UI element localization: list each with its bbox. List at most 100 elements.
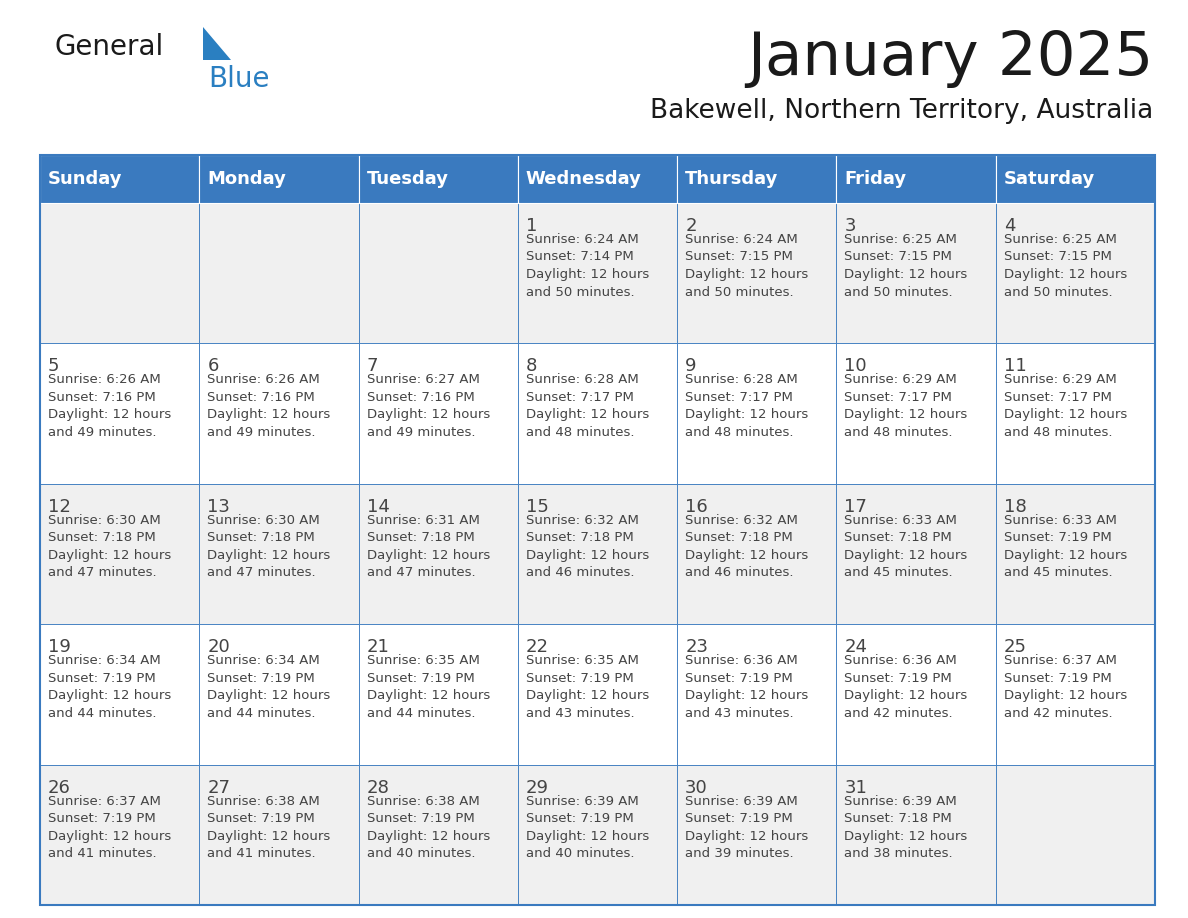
- Text: 16: 16: [685, 498, 708, 516]
- Bar: [677, 203, 836, 343]
- Text: 9: 9: [685, 357, 696, 375]
- Bar: [359, 203, 518, 343]
- Text: 2: 2: [685, 217, 696, 235]
- Bar: [996, 155, 1155, 203]
- Bar: [40, 203, 200, 343]
- Text: Blue: Blue: [208, 65, 270, 93]
- Text: Sunrise: 6:26 AM
Sunset: 7:16 PM
Daylight: 12 hours
and 49 minutes.: Sunrise: 6:26 AM Sunset: 7:16 PM Dayligh…: [48, 374, 171, 439]
- Bar: [996, 765, 1155, 905]
- Bar: [518, 203, 677, 343]
- Text: Sunrise: 6:37 AM
Sunset: 7:19 PM
Daylight: 12 hours
and 41 minutes.: Sunrise: 6:37 AM Sunset: 7:19 PM Dayligh…: [48, 795, 171, 860]
- Text: Sunrise: 6:34 AM
Sunset: 7:19 PM
Daylight: 12 hours
and 44 minutes.: Sunrise: 6:34 AM Sunset: 7:19 PM Dayligh…: [48, 655, 171, 720]
- Text: Sunrise: 6:35 AM
Sunset: 7:19 PM
Daylight: 12 hours
and 43 minutes.: Sunrise: 6:35 AM Sunset: 7:19 PM Dayligh…: [526, 655, 649, 720]
- Text: 30: 30: [685, 778, 708, 797]
- Text: 23: 23: [685, 638, 708, 656]
- Text: Bakewell, Northern Territory, Australia: Bakewell, Northern Territory, Australia: [650, 98, 1154, 124]
- Text: Sunrise: 6:36 AM
Sunset: 7:19 PM
Daylight: 12 hours
and 42 minutes.: Sunrise: 6:36 AM Sunset: 7:19 PM Dayligh…: [845, 655, 968, 720]
- Text: Sunrise: 6:28 AM
Sunset: 7:17 PM
Daylight: 12 hours
and 48 minutes.: Sunrise: 6:28 AM Sunset: 7:17 PM Dayligh…: [526, 374, 649, 439]
- Text: Wednesday: Wednesday: [526, 170, 642, 188]
- Text: Saturday: Saturday: [1004, 170, 1095, 188]
- Bar: [518, 484, 677, 624]
- Text: Sunrise: 6:32 AM
Sunset: 7:18 PM
Daylight: 12 hours
and 46 minutes.: Sunrise: 6:32 AM Sunset: 7:18 PM Dayligh…: [685, 514, 808, 579]
- Text: Sunrise: 6:39 AM
Sunset: 7:18 PM
Daylight: 12 hours
and 38 minutes.: Sunrise: 6:39 AM Sunset: 7:18 PM Dayligh…: [845, 795, 968, 860]
- Bar: [518, 624, 677, 765]
- Text: Sunrise: 6:38 AM
Sunset: 7:19 PM
Daylight: 12 hours
and 40 minutes.: Sunrise: 6:38 AM Sunset: 7:19 PM Dayligh…: [367, 795, 489, 860]
- Text: Sunrise: 6:33 AM
Sunset: 7:18 PM
Daylight: 12 hours
and 45 minutes.: Sunrise: 6:33 AM Sunset: 7:18 PM Dayligh…: [845, 514, 968, 579]
- Bar: [200, 624, 359, 765]
- Bar: [359, 343, 518, 484]
- Bar: [200, 203, 359, 343]
- Bar: [200, 155, 359, 203]
- Text: 27: 27: [207, 778, 230, 797]
- Text: 28: 28: [367, 778, 390, 797]
- Bar: [200, 484, 359, 624]
- Text: Sunrise: 6:34 AM
Sunset: 7:19 PM
Daylight: 12 hours
and 44 minutes.: Sunrise: 6:34 AM Sunset: 7:19 PM Dayligh…: [207, 655, 330, 720]
- Bar: [996, 203, 1155, 343]
- Text: 22: 22: [526, 638, 549, 656]
- Bar: [996, 343, 1155, 484]
- Text: 7: 7: [367, 357, 378, 375]
- Text: 29: 29: [526, 778, 549, 797]
- Bar: [677, 624, 836, 765]
- Bar: [200, 765, 359, 905]
- Text: Sunrise: 6:28 AM
Sunset: 7:17 PM
Daylight: 12 hours
and 48 minutes.: Sunrise: 6:28 AM Sunset: 7:17 PM Dayligh…: [685, 374, 808, 439]
- Text: Sunrise: 6:26 AM
Sunset: 7:16 PM
Daylight: 12 hours
and 49 minutes.: Sunrise: 6:26 AM Sunset: 7:16 PM Dayligh…: [207, 374, 330, 439]
- Bar: [40, 484, 200, 624]
- Text: 6: 6: [207, 357, 219, 375]
- Bar: [677, 765, 836, 905]
- Text: 10: 10: [845, 357, 867, 375]
- Text: Monday: Monday: [207, 170, 286, 188]
- Text: 15: 15: [526, 498, 549, 516]
- Text: Sunrise: 6:30 AM
Sunset: 7:18 PM
Daylight: 12 hours
and 47 minutes.: Sunrise: 6:30 AM Sunset: 7:18 PM Dayligh…: [48, 514, 171, 579]
- Bar: [996, 624, 1155, 765]
- Text: Sunrise: 6:39 AM
Sunset: 7:19 PM
Daylight: 12 hours
and 39 minutes.: Sunrise: 6:39 AM Sunset: 7:19 PM Dayligh…: [685, 795, 808, 860]
- Bar: [836, 203, 996, 343]
- Text: 13: 13: [207, 498, 230, 516]
- Bar: [200, 343, 359, 484]
- Bar: [836, 624, 996, 765]
- Text: 3: 3: [845, 217, 855, 235]
- Bar: [677, 343, 836, 484]
- Bar: [40, 155, 1155, 905]
- Bar: [359, 155, 518, 203]
- Bar: [40, 155, 200, 203]
- Bar: [518, 343, 677, 484]
- Bar: [359, 765, 518, 905]
- Text: Sunrise: 6:35 AM
Sunset: 7:19 PM
Daylight: 12 hours
and 44 minutes.: Sunrise: 6:35 AM Sunset: 7:19 PM Dayligh…: [367, 655, 489, 720]
- Text: 18: 18: [1004, 498, 1026, 516]
- Text: 12: 12: [48, 498, 71, 516]
- Bar: [836, 765, 996, 905]
- Text: 24: 24: [845, 638, 867, 656]
- Polygon shape: [203, 27, 230, 60]
- Text: Tuesday: Tuesday: [367, 170, 449, 188]
- Text: 21: 21: [367, 638, 390, 656]
- Text: General: General: [55, 33, 164, 61]
- Text: Friday: Friday: [845, 170, 906, 188]
- Bar: [359, 484, 518, 624]
- Text: Sunrise: 6:39 AM
Sunset: 7:19 PM
Daylight: 12 hours
and 40 minutes.: Sunrise: 6:39 AM Sunset: 7:19 PM Dayligh…: [526, 795, 649, 860]
- Text: Sunrise: 6:30 AM
Sunset: 7:18 PM
Daylight: 12 hours
and 47 minutes.: Sunrise: 6:30 AM Sunset: 7:18 PM Dayligh…: [207, 514, 330, 579]
- Text: Sunrise: 6:25 AM
Sunset: 7:15 PM
Daylight: 12 hours
and 50 minutes.: Sunrise: 6:25 AM Sunset: 7:15 PM Dayligh…: [845, 233, 968, 298]
- Text: Sunrise: 6:24 AM
Sunset: 7:15 PM
Daylight: 12 hours
and 50 minutes.: Sunrise: 6:24 AM Sunset: 7:15 PM Dayligh…: [685, 233, 808, 298]
- Text: Sunrise: 6:29 AM
Sunset: 7:17 PM
Daylight: 12 hours
and 48 minutes.: Sunrise: 6:29 AM Sunset: 7:17 PM Dayligh…: [845, 374, 968, 439]
- Text: Sunrise: 6:37 AM
Sunset: 7:19 PM
Daylight: 12 hours
and 42 minutes.: Sunrise: 6:37 AM Sunset: 7:19 PM Dayligh…: [1004, 655, 1127, 720]
- Text: 25: 25: [1004, 638, 1026, 656]
- Text: January 2025: January 2025: [747, 29, 1154, 88]
- Bar: [677, 155, 836, 203]
- Text: Sunrise: 6:24 AM
Sunset: 7:14 PM
Daylight: 12 hours
and 50 minutes.: Sunrise: 6:24 AM Sunset: 7:14 PM Dayligh…: [526, 233, 649, 298]
- Text: 26: 26: [48, 778, 71, 797]
- Text: 31: 31: [845, 778, 867, 797]
- Bar: [836, 343, 996, 484]
- Text: 17: 17: [845, 498, 867, 516]
- Text: 20: 20: [207, 638, 230, 656]
- Text: 8: 8: [526, 357, 537, 375]
- Text: Sunrise: 6:33 AM
Sunset: 7:19 PM
Daylight: 12 hours
and 45 minutes.: Sunrise: 6:33 AM Sunset: 7:19 PM Dayligh…: [1004, 514, 1127, 579]
- Text: Sunrise: 6:31 AM
Sunset: 7:18 PM
Daylight: 12 hours
and 47 minutes.: Sunrise: 6:31 AM Sunset: 7:18 PM Dayligh…: [367, 514, 489, 579]
- Text: Sunrise: 6:27 AM
Sunset: 7:16 PM
Daylight: 12 hours
and 49 minutes.: Sunrise: 6:27 AM Sunset: 7:16 PM Dayligh…: [367, 374, 489, 439]
- Bar: [836, 155, 996, 203]
- Bar: [836, 484, 996, 624]
- Text: Sunrise: 6:25 AM
Sunset: 7:15 PM
Daylight: 12 hours
and 50 minutes.: Sunrise: 6:25 AM Sunset: 7:15 PM Dayligh…: [1004, 233, 1127, 298]
- Text: 5: 5: [48, 357, 59, 375]
- Text: Sunrise: 6:29 AM
Sunset: 7:17 PM
Daylight: 12 hours
and 48 minutes.: Sunrise: 6:29 AM Sunset: 7:17 PM Dayligh…: [1004, 374, 1127, 439]
- Text: 19: 19: [48, 638, 71, 656]
